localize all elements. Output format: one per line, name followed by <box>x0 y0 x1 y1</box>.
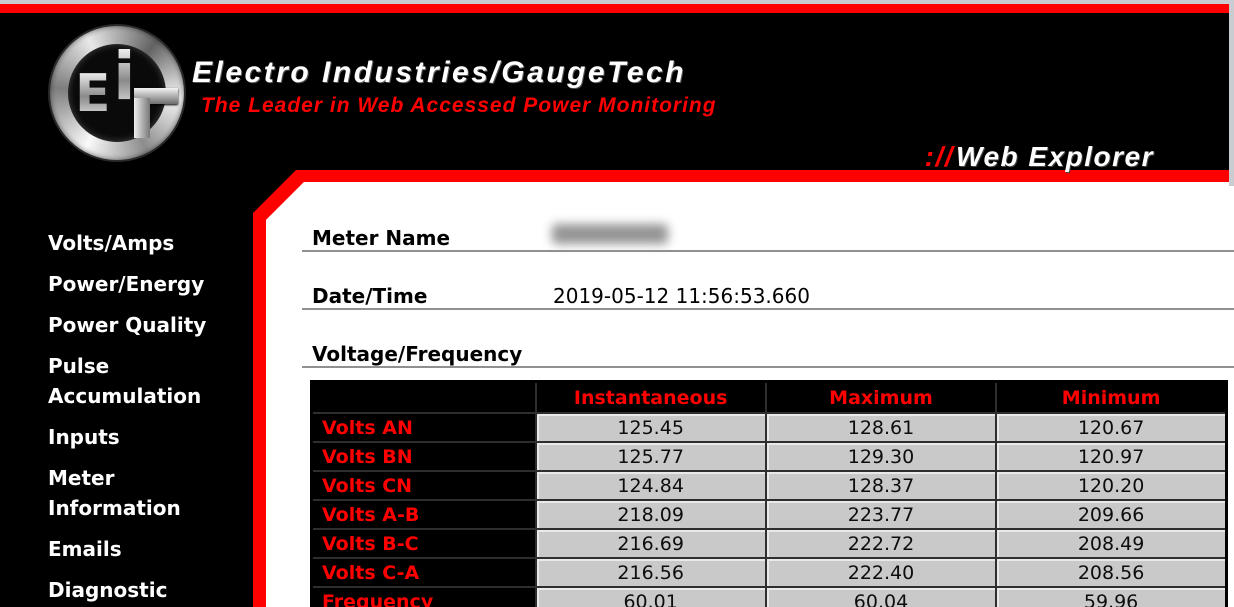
value-cell: 208.56 <box>995 557 1228 588</box>
value-cell: 129.30 <box>764 441 998 472</box>
value-cell: 222.40 <box>764 557 998 588</box>
value-cell: 120.67 <box>995 412 1228 443</box>
value-cell: 59.96 <box>995 586 1228 607</box>
value-cell: 60.01 <box>534 586 767 607</box>
row-label: Volts C-A <box>310 557 537 588</box>
table-column-header: Instantaneous <box>534 380 767 414</box>
slashes-mark: :// <box>924 141 955 172</box>
value-cell: 120.20 <box>995 470 1228 501</box>
table-column-header: Maximum <box>764 380 998 414</box>
divider <box>302 308 1234 310</box>
value-cell: 128.37 <box>764 470 998 501</box>
sidebar-item-diagnostic[interactable]: Diagnostic <box>48 578 168 602</box>
table-row: Volts A-B 218.09 223.77 209.66 <box>310 499 1228 530</box>
brand-tagline: The Leader in Web Accessed Power Monitor… <box>201 94 717 117</box>
row-label: Frequency <box>310 586 537 607</box>
value-cell: 216.69 <box>534 528 767 559</box>
table-row: Volts CN 124.84 128.37 120.20 <box>310 470 1228 501</box>
value-cell: 218.09 <box>534 499 767 530</box>
row-label: Volts A-B <box>310 499 537 530</box>
table-row: Volts BN 125.77 129.30 120.97 <box>310 441 1228 472</box>
table-column-header: Minimum <box>995 380 1228 414</box>
logo-letter-e: E <box>75 64 111 124</box>
sidebar-item-power-quality[interactable]: Power Quality <box>48 313 207 337</box>
value-cell: 60.04 <box>764 586 998 607</box>
sidebar-item-volts-amps[interactable]: Volts/Amps <box>48 231 175 255</box>
divider <box>302 366 1234 368</box>
page-margin-top <box>0 0 1234 4</box>
web-explorer-wordmark: ://Web Explorer <box>925 141 1154 173</box>
page-margin-right <box>1229 0 1234 186</box>
eig-logo-icon: E i <box>50 26 184 160</box>
brand-title: Electro Industries/GaugeTech <box>192 56 686 89</box>
row-label: Volts BN <box>310 441 537 472</box>
table-row: Volts C-A 216.56 222.40 208.56 <box>310 557 1228 588</box>
section-title: Voltage/Frequency <box>312 342 523 366</box>
table-row: Volts B-C 216.69 222.72 208.49 <box>310 528 1228 559</box>
header-band <box>0 13 1229 170</box>
meter-name-value-redacted <box>552 224 668 244</box>
meter-name-label: Meter Name <box>312 226 451 250</box>
sidebar-background <box>0 170 253 607</box>
value-cell: 216.56 <box>534 557 767 588</box>
value-cell: 208.49 <box>995 528 1228 559</box>
value-cell: 222.72 <box>764 528 998 559</box>
sidebar-item-meter-information[interactable]: Meter Information <box>48 466 181 520</box>
value-cell: 124.84 <box>534 470 767 501</box>
row-label: Volts B-C <box>310 528 537 559</box>
value-cell: 223.77 <box>764 499 998 530</box>
table-body: Volts AN 125.45 128.61 120.67 Volts BN 125.77… <box>310 412 1228 607</box>
logo-letter-i: i <box>113 38 136 115</box>
sidebar-item-power-energy[interactable]: Power/Energy <box>48 272 205 296</box>
table-row: Volts AN 125.45 128.61 120.67 <box>310 412 1228 443</box>
value-cell: 125.77 <box>534 441 767 472</box>
voltage-frequency-table: Instantaneous Maximum Minimum Volts AN 125.… <box>310 380 1228 607</box>
value-cell: 125.45 <box>534 412 767 443</box>
table-row: Frequency 60.01 60.04 59.96 <box>310 586 1228 607</box>
logo-g-stem <box>134 98 150 138</box>
row-label: Volts CN <box>310 470 537 501</box>
table-column-header <box>310 380 537 414</box>
date-time-value: 2019-05-12 11:56:53.660 <box>553 284 810 308</box>
header-red-bar <box>0 4 1229 13</box>
product-name: Web Explorer <box>956 141 1154 172</box>
table-header-row: Instantaneous Maximum Minimum <box>310 380 1228 414</box>
row-label: Volts AN <box>310 412 537 443</box>
date-time-label: Date/Time <box>312 284 428 308</box>
divider <box>302 250 1234 252</box>
value-cell: 209.66 <box>995 499 1228 530</box>
value-cell: 128.61 <box>764 412 998 443</box>
sidebar-nav: Volts/Amps Power/Energy Power Quality Pulse… <box>48 228 248 607</box>
sidebar-item-pulse-accumulation[interactable]: Pulse Accumulation <box>48 354 202 408</box>
sidebar-item-inputs[interactable]: Inputs <box>48 425 120 449</box>
value-cell: 120.97 <box>995 441 1228 472</box>
sidebar-item-emails[interactable]: Emails <box>48 537 122 561</box>
